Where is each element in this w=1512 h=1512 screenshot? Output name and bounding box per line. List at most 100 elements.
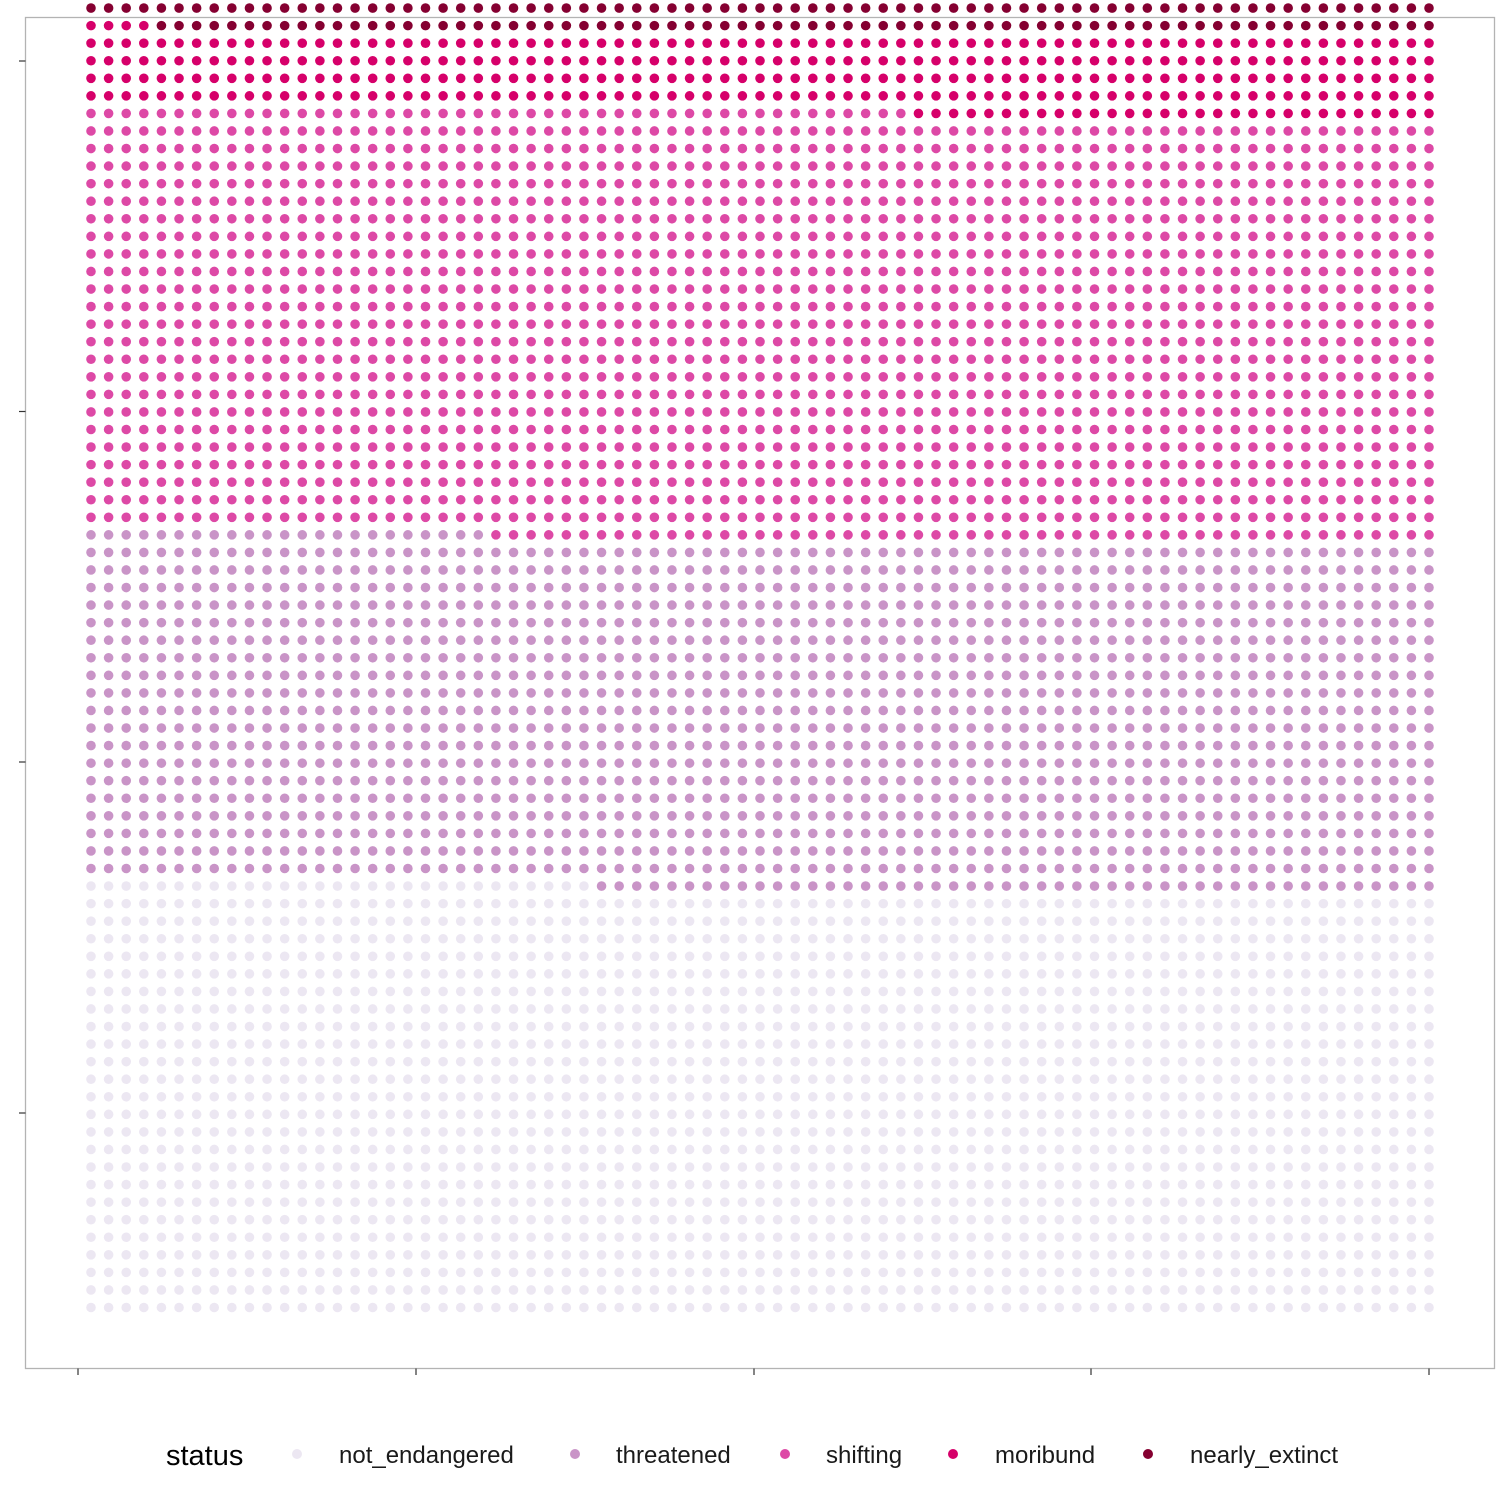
dot-threatened xyxy=(508,723,519,733)
dot-threatened xyxy=(1265,793,1276,804)
dot-not_endangered xyxy=(1424,1267,1434,1278)
dot-threatened xyxy=(1124,758,1135,768)
dot-not_endangered xyxy=(227,916,237,926)
dot-threatened xyxy=(1107,670,1117,681)
dot-threatened xyxy=(1124,863,1135,874)
dot-not_endangered xyxy=(209,1179,220,1190)
dot-threatened xyxy=(878,670,889,681)
dot-shifting xyxy=(455,424,466,435)
dot-threatened xyxy=(808,565,818,575)
dot-shifting xyxy=(1019,231,1029,242)
dot-threatened xyxy=(966,582,977,593)
dot-not_endangered xyxy=(1177,898,1188,909)
dot-shifting xyxy=(843,196,853,207)
dot-threatened xyxy=(209,705,220,716)
dot-threatened xyxy=(1318,705,1329,716)
dot-shifting xyxy=(1054,266,1065,277)
dot-threatened xyxy=(931,863,941,874)
dot-threatened xyxy=(667,758,677,768)
dot-threatened xyxy=(420,758,431,768)
dot-threatened xyxy=(1036,582,1047,593)
dot-not_endangered xyxy=(1195,1039,1205,1049)
dot-shifting xyxy=(1230,494,1241,505)
dot-threatened xyxy=(350,828,360,839)
dot-not_endangered xyxy=(1388,1232,1399,1243)
dot-shifting xyxy=(913,249,924,259)
dot-threatened xyxy=(279,635,290,646)
dot-threatened xyxy=(420,793,431,804)
dot-shifting xyxy=(649,319,660,329)
dot-shifting xyxy=(966,284,977,294)
dot-not_endangered xyxy=(156,986,167,997)
dot-shifting xyxy=(508,301,519,312)
dot-not_endangered xyxy=(966,1109,977,1120)
dot-shifting xyxy=(1212,354,1223,365)
dot-shifting xyxy=(367,407,378,417)
dot-not_endangered xyxy=(790,1074,801,1085)
dot-shifting xyxy=(543,266,554,277)
dot-threatened xyxy=(1142,811,1153,821)
dot-shifting xyxy=(262,319,272,329)
dot-shifting xyxy=(1371,319,1381,329)
dot-threatened xyxy=(1424,652,1434,663)
dot-not_endangered xyxy=(1353,1039,1364,1049)
dot-threatened xyxy=(1283,600,1293,610)
dot-threatened xyxy=(1124,740,1135,751)
dot-not_endangered xyxy=(1406,951,1417,962)
dot-threatened xyxy=(174,740,184,751)
dot-threatened xyxy=(1036,723,1047,733)
dot-shifting xyxy=(227,231,237,242)
dot-not_endangered xyxy=(684,916,695,926)
dot-threatened xyxy=(931,705,941,716)
dot-shifting xyxy=(1142,284,1153,294)
dot-threatened xyxy=(156,793,167,804)
dot-not_endangered xyxy=(843,1056,853,1067)
dot-shifting xyxy=(350,442,360,452)
dot-not_endangered xyxy=(579,898,589,909)
dot-threatened xyxy=(491,617,501,628)
dot-shifting xyxy=(156,407,167,417)
dot-shifting xyxy=(860,477,871,487)
dot-threatened xyxy=(614,705,624,716)
dot-not_endangered xyxy=(649,1021,660,1032)
dot-threatened xyxy=(596,863,607,874)
dot-not_endangered xyxy=(438,1162,448,1172)
dot-shifting xyxy=(1001,512,1012,523)
dot-threatened xyxy=(1248,775,1258,786)
dot-shifting xyxy=(1019,512,1029,523)
dot-threatened xyxy=(913,793,924,804)
dot-threatened xyxy=(473,828,484,839)
dot-shifting xyxy=(473,442,484,452)
dot-shifting xyxy=(227,284,237,294)
dot-not_endangered xyxy=(1353,986,1364,997)
dot-shifting xyxy=(455,196,466,207)
dot-shifting xyxy=(191,512,202,523)
dot-shifting xyxy=(508,477,519,487)
dot-threatened xyxy=(1212,705,1223,716)
dot-shifting xyxy=(1336,372,1346,382)
dot-shifting xyxy=(1072,266,1082,277)
dot-threatened xyxy=(227,582,237,593)
dot-not_endangered xyxy=(86,1021,96,1032)
dot-not_endangered xyxy=(790,1197,801,1207)
dot-shifting xyxy=(1248,372,1258,382)
dot-not_endangered xyxy=(121,1091,132,1102)
dot-threatened xyxy=(667,565,677,575)
dot-threatened xyxy=(1371,881,1381,891)
dot-shifting xyxy=(244,266,255,277)
dot-threatened xyxy=(1424,688,1434,698)
dot-not_endangered xyxy=(631,1197,642,1207)
dot-shifting xyxy=(1124,213,1135,224)
dot-shifting xyxy=(403,494,413,505)
dot-threatened xyxy=(1353,758,1364,768)
dot-not_endangered xyxy=(1142,916,1153,926)
dot-shifting xyxy=(1300,389,1311,400)
dot-not_endangered xyxy=(1424,1250,1434,1260)
dot-not_endangered xyxy=(420,1285,431,1295)
dot-shifting xyxy=(1195,301,1205,312)
dot-shifting xyxy=(948,459,959,470)
dot-not_endangered xyxy=(755,1144,765,1155)
dot-shifting xyxy=(596,266,607,277)
dot-shifting xyxy=(367,372,378,382)
dot-not_endangered xyxy=(1265,1162,1276,1172)
